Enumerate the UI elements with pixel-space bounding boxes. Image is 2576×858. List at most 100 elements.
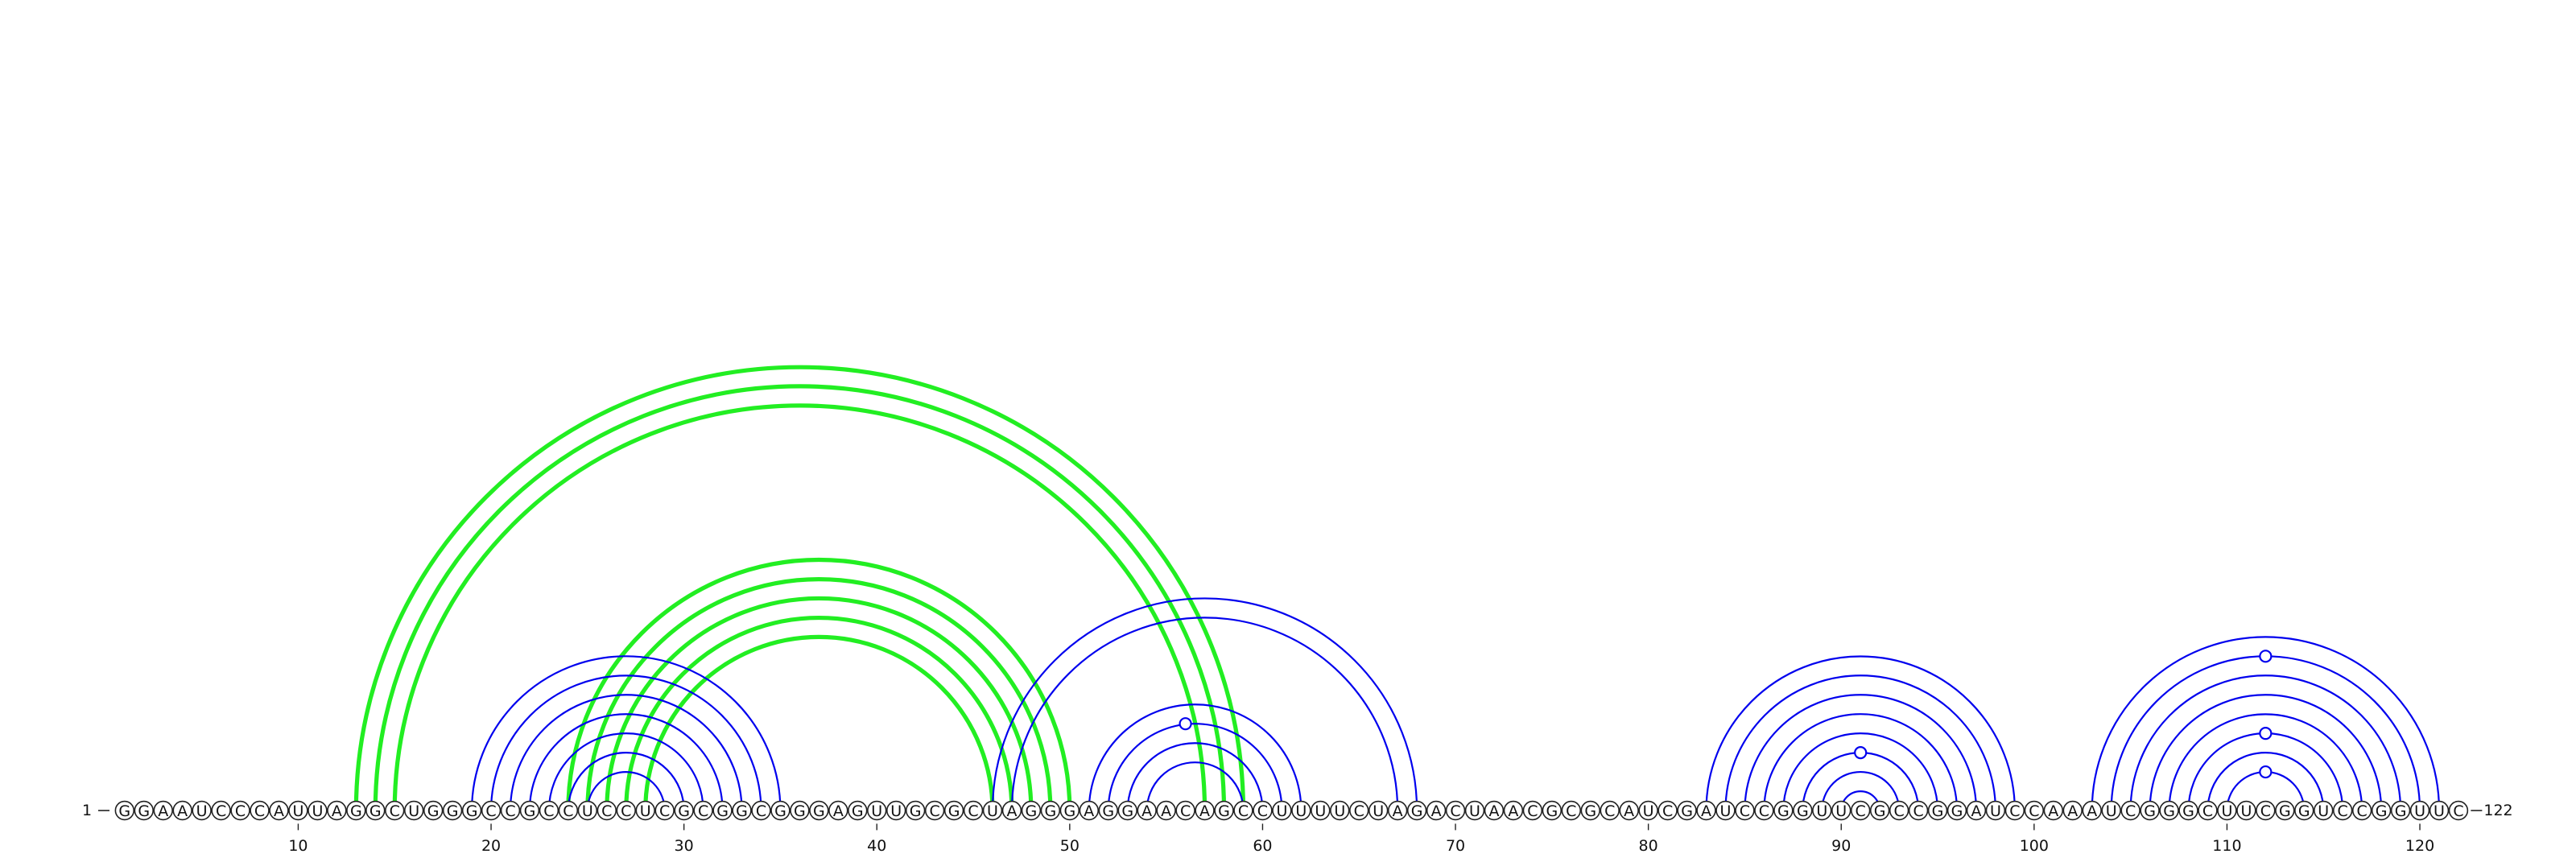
tick-label: 90 (1831, 837, 1851, 855)
nucleotide-letter: C (2125, 802, 2136, 820)
nucleotide: G (1542, 800, 1563, 821)
nucleotide-circle (654, 800, 675, 821)
nucleotide-circle (1638, 800, 1658, 821)
position-tick: 30 (675, 823, 694, 855)
gu-marker-group (1179, 650, 2273, 779)
nucleotide-letter: G (2279, 802, 2291, 820)
nucleotide: U (1291, 800, 1311, 821)
nucleotide: G (943, 800, 964, 821)
nucleotide-circle (693, 800, 713, 821)
nucleotide-circle (539, 800, 559, 821)
nucleotide-letter: G (1777, 802, 1790, 820)
nucleotide: C (1175, 800, 1195, 821)
nucleotide-letter: A (1431, 802, 1442, 820)
nucleotide-circle (674, 800, 694, 821)
nucleotide-letter: G (2144, 802, 2156, 820)
nucleotide-letter: U (1816, 802, 1827, 820)
nucleotide-circle (828, 800, 848, 821)
nucleotide-letter: C (1662, 802, 1673, 820)
nucleotide-letter: C (1740, 802, 1750, 820)
blue-pair-arc (1782, 732, 1939, 811)
position-ticks: 10 20 30 40 50 60 70 80 90 100 110 120 (288, 823, 2434, 855)
nucleotide-letter: U (312, 802, 323, 820)
nucleotide-letter: C (1257, 802, 1268, 820)
nucleotide-letter: C (1604, 802, 1615, 820)
nucleotide-circle (404, 800, 424, 821)
nucleotide-circle (2178, 800, 2198, 821)
nucleotide-letter: G (813, 802, 825, 820)
nucleotide-circle (2198, 800, 2218, 821)
nucleotide-circle (1330, 800, 1350, 821)
position-tick: 10 (288, 823, 308, 855)
nucleotide-circle (905, 800, 926, 821)
nucleotide-letter: G (948, 802, 960, 820)
blue-pair-arc (1146, 761, 1245, 811)
nucleotide-circle (982, 800, 1003, 821)
nucleotide: G (365, 800, 386, 821)
nucleotide-letter: G (1681, 802, 1693, 820)
tick-label: 110 (2212, 837, 2241, 855)
nucleotide-letter: C (2338, 802, 2348, 820)
nucleotide: U (1368, 800, 1389, 821)
blue-pair-arc (547, 732, 704, 811)
nucleotide: C (1233, 800, 1253, 821)
nucleotide: U (1272, 800, 1292, 821)
position-tick: 60 (1253, 823, 1273, 855)
nucleotide-letter: G (1584, 802, 1596, 820)
nucleotide: C (2198, 800, 2218, 821)
nucleotide-letter: A (1971, 802, 1981, 820)
nucleotide-letter: U (196, 802, 208, 820)
nucleotide-circle (616, 800, 636, 821)
nucleotide: C (2004, 800, 2025, 821)
nucleotide-letter: G (2395, 802, 2407, 820)
green-pair-arc (373, 384, 1227, 811)
nucleotide-letter: G (138, 802, 150, 820)
nucleotide-letter: U (2240, 802, 2252, 820)
nucleotide-letter: U (2318, 802, 2329, 820)
nucleotide: A (1966, 800, 1987, 821)
nucleotide: G (2178, 800, 2198, 821)
green-arc-group (353, 365, 1246, 811)
nucleotide: A (2062, 800, 2083, 821)
nucleotide: A (269, 800, 289, 821)
nucleotide-circle (1464, 800, 1485, 821)
blue-pair-arc (2091, 636, 2441, 811)
nucleotide-circle (1735, 800, 1755, 821)
gu-pair-marker (2259, 727, 2273, 740)
nucleotide: G (1059, 800, 1080, 821)
nucleotide-letter: C (698, 802, 708, 820)
nucleotide-circle (809, 800, 829, 821)
nucleotide: C (1889, 800, 1909, 821)
nucleotide: C (1522, 800, 1543, 821)
nucleotide-circle (2256, 800, 2276, 821)
nucleotide-letter: C (1450, 802, 1460, 820)
nucleotide-letter: G (2298, 802, 2310, 820)
position-tick: 20 (481, 823, 501, 855)
nucleotide-letter: C (1893, 802, 1904, 820)
nucleotide: G (134, 800, 154, 821)
nucleotide-letter: U (582, 802, 593, 820)
nucleotide-circle (114, 800, 135, 821)
nucleotide-circle (732, 800, 752, 821)
nucleotide-circle (2217, 800, 2237, 821)
nucleotide: G (519, 800, 540, 821)
nucleotide-circle (1966, 800, 1987, 821)
nucleotide: C (616, 800, 636, 821)
nucleotide-letter: G (1874, 802, 1886, 820)
nucleotide-letter: U (987, 802, 998, 820)
nucleotide-letter: C (756, 802, 766, 820)
green-pair-arc (585, 576, 1053, 811)
nucleotide-letter: A (833, 802, 844, 820)
nucleotide-circle (1600, 800, 1620, 821)
nucleotide: C (250, 800, 270, 821)
gu-pair-marker (1854, 746, 1868, 760)
nucleotide-circle (1021, 800, 1042, 821)
nucleotide-letter: U (1276, 802, 1287, 820)
position-tick: 110 (2212, 823, 2242, 855)
nucleotide-circle (1311, 800, 1331, 821)
nucleotide-circle (558, 800, 579, 821)
nucleotide: U (2101, 800, 2121, 821)
nucleotide-letter: C (254, 802, 265, 820)
nucleotide: A (1387, 800, 1408, 821)
